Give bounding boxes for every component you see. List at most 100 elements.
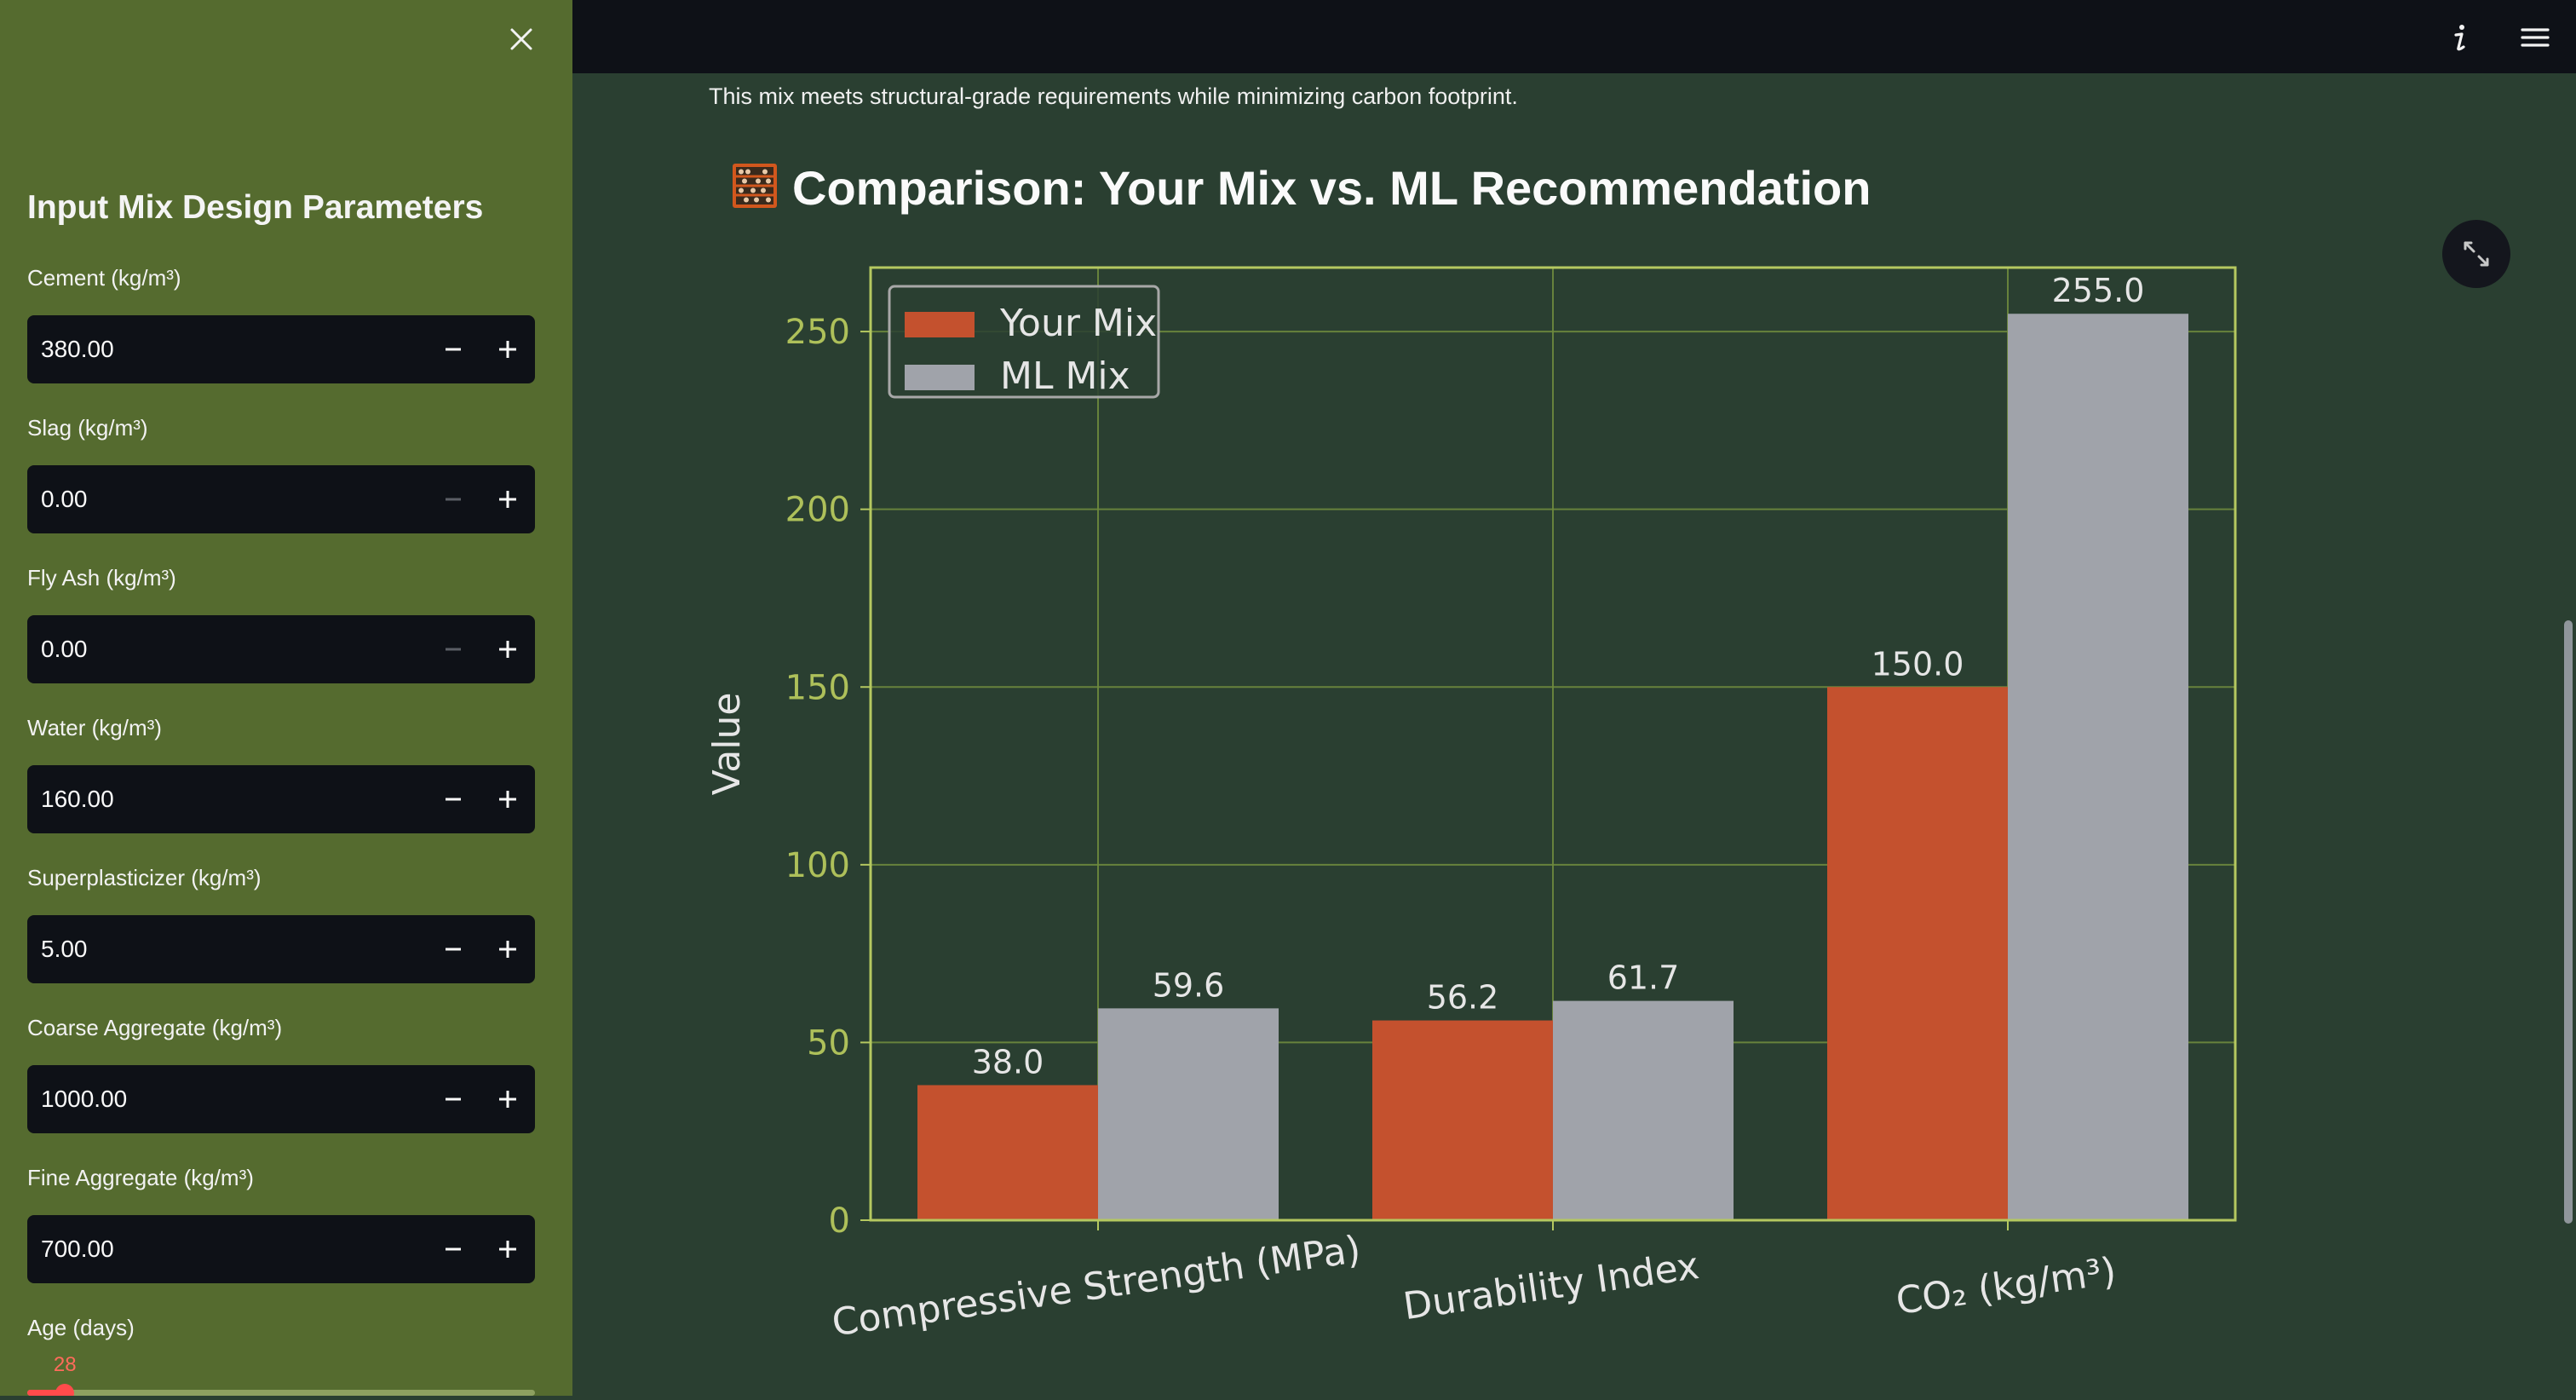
fine-aggregate-increment-button[interactable] (480, 1215, 535, 1283)
minus-icon (446, 648, 461, 651)
superplasticizer-number-input: 5.00 (27, 915, 535, 983)
slag-number-input: 0.00 (27, 465, 535, 533)
superplasticizer-increment-button[interactable] (480, 915, 535, 983)
coarse-aggregate-input[interactable]: 1000.00 (41, 1086, 128, 1112)
plus-icon (499, 641, 516, 658)
comparison-bar-chart: 0 50 100 150 200 250 38.0 56.2 150.0 59.6 61.7 255.… (705, 266, 2237, 1345)
close-icon (510, 28, 532, 50)
superplasticizer-label: Superplasticizer (kg/m³) (27, 865, 262, 890)
plus-icon (499, 1241, 516, 1258)
hamburger-menu-icon (2521, 28, 2550, 47)
slag-decrement-button[interactable] (426, 465, 480, 533)
cement-decrement-button[interactable] (426, 315, 480, 383)
water-field: Water (kg/m³) 160.00 (27, 712, 535, 833)
minus-icon (446, 1247, 461, 1251)
age-slider-fill (27, 1390, 66, 1396)
fly-ash-number-input: 0.00 (27, 615, 535, 683)
bar-ml-mix (1553, 1000, 1734, 1220)
coarse-aggregate-field: Coarse Aggregate (kg/m³) 1000.00 (27, 1012, 535, 1133)
age-slider-thumb[interactable] (55, 1384, 75, 1396)
y-tick-label: 50 (807, 1023, 850, 1063)
coarse-aggregate-label: Coarse Aggregate (kg/m³) (27, 1015, 283, 1040)
plus-icon (499, 491, 516, 508)
comparison-chart: 0 50 100 150 200 250 38.0 56.2 150.0 59.6 61.7 255.… (699, 247, 2521, 1396)
abacus-icon (733, 164, 777, 208)
main-menu-button[interactable] (2515, 17, 2556, 58)
close-sidebar-button[interactable] (501, 19, 542, 60)
legend-label: ML Mix (1000, 354, 1130, 398)
fly-ash-label: Fly Ash (kg/m³) (27, 565, 176, 591)
water-increment-button[interactable] (480, 765, 535, 833)
section-title: Comparison: Your Mix vs. ML Recommendati… (792, 161, 1872, 215)
minus-icon (446, 1098, 461, 1101)
superplasticizer-field: Superplasticizer (kg/m³) 5.00 (27, 862, 535, 983)
fly-ash-decrement-button[interactable] (426, 615, 480, 683)
bar-ml-mix (1098, 1008, 1279, 1220)
slag-field: Slag (kg/m³) 0.00 (27, 412, 535, 533)
app-header (572, 0, 2576, 73)
cement-number-input: 380.00 (27, 315, 535, 383)
slag-label: Slag (kg/m³) (27, 415, 148, 441)
bar-value-label: 56.2 (1427, 979, 1499, 1017)
superplasticizer-input[interactable]: 5.00 (41, 936, 88, 962)
minus-icon (446, 498, 461, 501)
fine-aggregate-field: Fine Aggregate (kg/m³) 700.00 (27, 1162, 535, 1283)
y-tick-label: 200 (785, 491, 850, 530)
water-number-input: 160.00 (27, 765, 535, 833)
age-slider-label: Age (days) (27, 1315, 135, 1340)
y-axis-label: Value (705, 693, 749, 796)
legend-swatch (905, 312, 975, 337)
fine-aggregate-number-input: 700.00 (27, 1215, 535, 1283)
y-tick-label: 150 (785, 668, 850, 707)
age-slider-value: 28 (53, 1353, 77, 1376)
cement-increment-button[interactable] (480, 315, 535, 383)
water-label: Water (kg/m³) (27, 715, 162, 740)
bar-value-label: 255.0 (2052, 272, 2145, 309)
slag-increment-button[interactable] (480, 465, 535, 533)
superplasticizer-decrement-button[interactable] (426, 915, 480, 983)
x-tick-label: Compressive Strength (MPa) (830, 1228, 1364, 1345)
mix-note: This mix meets structural-grade requirem… (709, 84, 1518, 109)
x-tick-label: CO₂ (kg/m³) (1894, 1249, 2119, 1323)
coarse-aggregate-number-input: 1000.00 (27, 1065, 535, 1133)
coarse-aggregate-decrement-button[interactable] (426, 1065, 480, 1133)
bar-your-mix (1827, 687, 2008, 1220)
coarse-aggregate-increment-button[interactable] (480, 1065, 535, 1133)
bar-your-mix (917, 1085, 1098, 1220)
fine-aggregate-decrement-button[interactable] (426, 1215, 480, 1283)
water-input[interactable]: 160.00 (41, 786, 114, 812)
cement-label: Cement (kg/m³) (27, 265, 181, 291)
bar-ml-mix (2008, 314, 2188, 1221)
plus-icon (499, 341, 516, 358)
water-decrement-button[interactable] (426, 765, 480, 833)
bar-value-label: 150.0 (1872, 645, 1964, 683)
plus-icon (499, 1091, 516, 1108)
main-scrollbar[interactable] (2564, 620, 2573, 1224)
y-tick-label: 100 (785, 846, 850, 885)
plus-icon (499, 941, 516, 958)
sidebar-title: Input Mix Design Parameters (27, 189, 484, 226)
y-tick-label: 250 (785, 313, 850, 352)
x-tick-label: Durability Index (1400, 1244, 1702, 1328)
fine-aggregate-input[interactable]: 700.00 (41, 1236, 114, 1262)
bar-your-mix (1372, 1020, 1553, 1220)
minus-icon (446, 948, 461, 951)
slag-input[interactable]: 0.00 (41, 486, 88, 512)
section-header: Comparison: Your Mix vs. ML Recommendati… (731, 160, 1871, 216)
legend-label: Your Mix (999, 302, 1157, 345)
fly-ash-input[interactable]: 0.00 (41, 636, 88, 662)
fullscreen-button[interactable] (2442, 220, 2510, 288)
bar-value-label: 38.0 (972, 1043, 1044, 1080)
legend-swatch (905, 365, 975, 390)
cement-input[interactable]: 380.00 (41, 336, 114, 362)
age-slider-track[interactable] (27, 1384, 535, 1396)
info-button[interactable] (2440, 17, 2481, 58)
minus-icon (446, 348, 461, 351)
cement-field: Cement (kg/m³) 380.00 (27, 262, 535, 383)
minus-icon (446, 798, 461, 801)
fine-aggregate-label: Fine Aggregate (kg/m³) (27, 1165, 254, 1190)
fullscreen-icon (2464, 241, 2489, 267)
fly-ash-increment-button[interactable] (480, 615, 535, 683)
bar-value-label: 61.7 (1607, 959, 1680, 997)
sidebar: Input Mix Design Parameters Cement (kg/m… (0, 0, 572, 1396)
